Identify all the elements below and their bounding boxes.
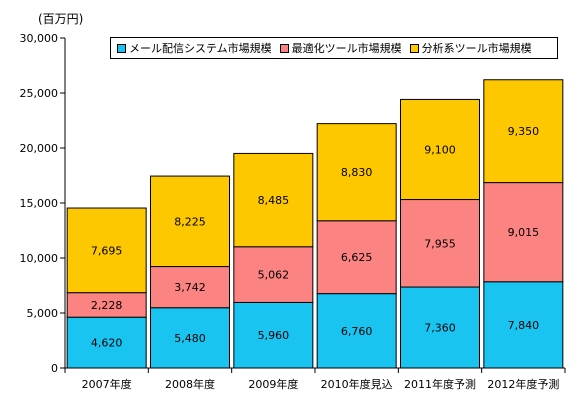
x-tick-label: 2009年度 xyxy=(248,377,298,391)
y-tick-label: 5,000 xyxy=(27,307,59,320)
y-tick-label: 15,000 xyxy=(20,197,59,210)
data-label-optimize: 9,015 xyxy=(508,226,540,239)
y-tick-label: 20,000 xyxy=(20,142,59,155)
data-label-analysis: 9,100 xyxy=(424,143,456,156)
data-label-mail: 4,620 xyxy=(91,337,123,350)
legend: メール配信システム市場規模 最適化ツール市場規模 分析系ツール市場規模 xyxy=(110,37,558,59)
bar-optimize xyxy=(483,182,564,283)
data-label-mail: 6,760 xyxy=(341,325,373,338)
x-axis: 2007年度 2008年度 2009年度 2010年度見込 2011年度予測 2012年度… xyxy=(64,367,566,391)
legend-item-optimize: 最適化ツール市場規模 xyxy=(279,40,402,56)
bar-mail xyxy=(150,307,230,369)
bar-mail xyxy=(66,316,147,369)
y-axis: 0 5,000 10,000 15,000 20,000 25,000 30,000 xyxy=(20,32,66,375)
x-tick-label: 2008年度 xyxy=(165,377,215,391)
bars xyxy=(66,79,564,369)
legend-swatch-optimize xyxy=(279,43,289,53)
legend-label-optimize: 最適化ツール市場規模 xyxy=(291,42,402,55)
data-label-mail: 5,480 xyxy=(174,332,206,345)
data-label-optimize: 7,955 xyxy=(424,237,456,250)
bar-optimize xyxy=(316,220,397,295)
data-label-optimize: 3,742 xyxy=(174,281,206,294)
bar-optimize xyxy=(150,266,230,309)
y-tick-label: 10,000 xyxy=(20,252,59,265)
y-tick-label: 25,000 xyxy=(20,87,59,100)
data-label-mail: 7,360 xyxy=(424,322,456,335)
data-label-analysis: 8,830 xyxy=(341,166,373,179)
x-tick-label: 2011年度予測 xyxy=(404,377,476,391)
bar-optimize xyxy=(233,246,314,303)
data-label-optimize: 2,228 xyxy=(91,299,123,312)
legend-item-analysis: 分析系ツール市場規模 xyxy=(409,40,532,56)
legend-item-mail: メール配信システム市場規模 xyxy=(117,40,272,56)
data-labels: 4,620 2,228 7,695 5,480 3,742 8,225 5,960 5,062… xyxy=(91,125,539,349)
data-label-optimize: 6,625 xyxy=(341,251,373,264)
legend-label-analysis: 分析系ツール市場規模 xyxy=(421,42,532,55)
bar-analysis xyxy=(316,123,397,222)
y-tick-label: 0 xyxy=(51,362,58,375)
legend-swatch-mail xyxy=(117,43,126,53)
y-tick-label: 30,000 xyxy=(20,32,59,45)
data-label-analysis: 8,225 xyxy=(174,215,206,228)
x-tick-label: 2012年度予測 xyxy=(487,377,559,391)
y-axis-unit-label: (百万円) xyxy=(38,12,84,26)
bar-optimize xyxy=(66,292,147,318)
x-tick-label: 2010年度見込 xyxy=(321,377,393,391)
data-label-mail: 5,960 xyxy=(258,329,290,342)
bar-analysis xyxy=(66,207,147,294)
bar-analysis xyxy=(483,79,564,184)
bar-analysis xyxy=(233,152,314,248)
data-label-analysis: 7,695 xyxy=(91,244,123,257)
bar-analysis xyxy=(150,175,230,268)
bar-analysis xyxy=(400,98,480,201)
x-tick-label: 2007年度 xyxy=(82,377,132,391)
data-label-optimize: 5,062 xyxy=(258,269,290,282)
data-label-analysis: 9,350 xyxy=(508,125,540,138)
data-label-analysis: 8,485 xyxy=(258,194,290,207)
bar-mail xyxy=(316,293,397,369)
legend-swatch-analysis xyxy=(409,43,419,53)
data-label-mail: 7,840 xyxy=(508,319,540,332)
legend-label-mail: メール配信システム市場規模 xyxy=(129,42,272,55)
